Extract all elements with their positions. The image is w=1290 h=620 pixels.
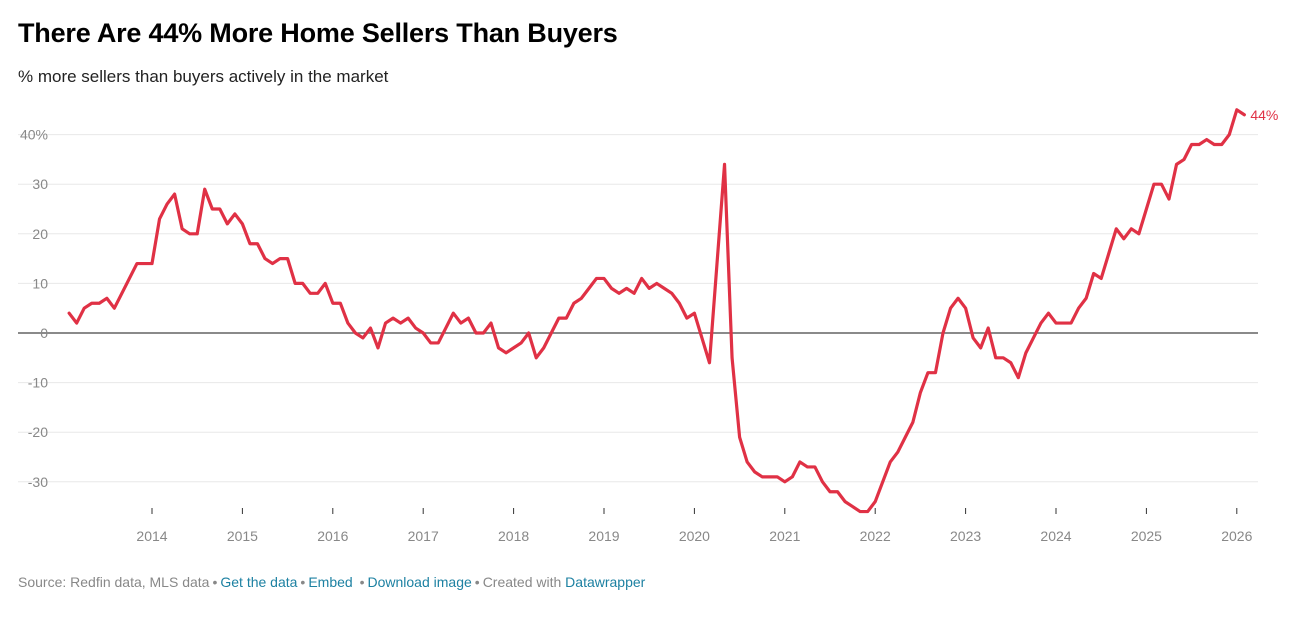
y-tick-label: 20 [32,226,48,242]
separator: • [300,574,306,590]
end-value-label: 44% [1250,107,1278,123]
series-line [67,108,1246,514]
x-tick-label: 2015 [227,528,258,544]
x-tick-label: 2020 [679,528,710,544]
separator: • [359,574,365,590]
source-text: Source: Redfin data, MLS data [18,574,210,590]
x-tick-label: 2024 [1040,528,1071,544]
x-tick-label: 2025 [1131,528,1162,544]
x-tick-label: 2026 [1221,528,1252,544]
download-image-link[interactable]: Download image [367,574,472,590]
y-tick-label: -20 [28,424,48,440]
separator: • [474,574,480,590]
x-tick-label: 2019 [588,528,619,544]
embed-link[interactable]: Embed [308,574,353,590]
y-tick-label: 30 [32,176,48,192]
x-tick-label: 2022 [860,528,891,544]
x-tick-label: 2017 [408,528,439,544]
y-tick-label: -30 [28,474,48,490]
y-tick-label: 0 [40,325,48,341]
chart-title: There Are 44% More Home Sellers Than Buy… [18,18,618,48]
y-tick-label: 10 [32,275,48,291]
x-tick-label: 2016 [317,528,348,544]
separator: • [212,574,218,590]
datawrapper-link[interactable]: Datawrapper [565,574,646,590]
y-tick-label: -10 [28,375,48,391]
footer: Source: Redfin data, MLS data • Get the da… [18,574,645,590]
get-data-link[interactable]: Get the data [220,574,298,590]
x-tick-label: 2014 [136,528,167,544]
x-tick-label: 2021 [769,528,800,544]
x-tick-label: 2018 [498,528,529,544]
chart-subtitle: % more sellers than buyers actively in t… [18,67,389,86]
x-tick-label: 2023 [950,528,981,544]
created-with-text: Created with [482,574,562,590]
y-tick-label: 40% [20,127,48,143]
